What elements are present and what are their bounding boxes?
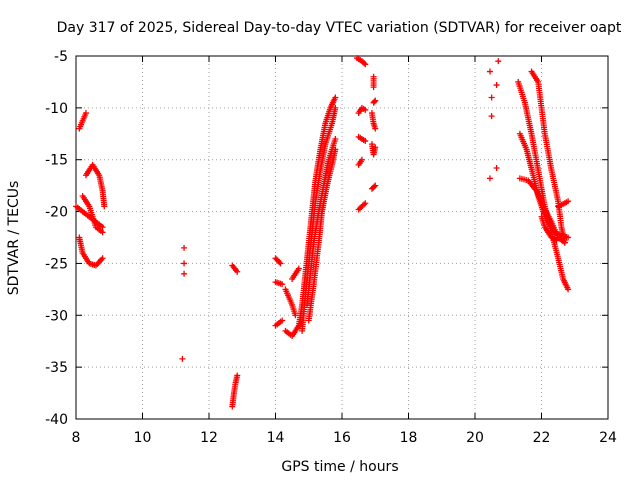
chart-title: Day 317 of 2025, Sidereal Day-to-day VTE… (57, 20, 622, 36)
x-tick-label: 16 (333, 430, 351, 446)
data-point-arc-14 (332, 104, 339, 111)
y-tick-label: -40 (45, 412, 68, 428)
y-tick-label: -20 (45, 205, 68, 221)
data-point-arc-16 (360, 201, 367, 208)
data-point-arc-16 (361, 60, 368, 67)
data-point-arc-21 (565, 198, 572, 205)
x-tick-label: 22 (533, 430, 551, 446)
data-point-arc-21 (565, 286, 572, 293)
data-point-arc-11 (179, 355, 186, 362)
x-tick-label: 8 (72, 430, 81, 446)
y-axis-label: SDTVAR / TECUs (6, 181, 22, 296)
x-tick-label: 20 (466, 430, 484, 446)
y-tick-label: -10 (45, 101, 68, 117)
data-point-arc-16 (362, 200, 369, 207)
data-point-arc-14 (332, 94, 339, 101)
y-tick-label: -25 (45, 256, 68, 272)
data-points (73, 55, 572, 410)
data-point-arc-20 (493, 165, 500, 172)
data-point-arc-16 (370, 84, 377, 91)
y-tick-label: -5 (54, 49, 68, 65)
data-point-arc-20 (486, 68, 493, 75)
x-tick-label: 14 (267, 430, 285, 446)
data-point-arc-16 (371, 98, 378, 105)
data-point-arc-20 (486, 175, 493, 182)
data-point-arc-20 (495, 58, 502, 65)
x-tick-labels: 8 10 12 14 16 18 20 22 24 (72, 430, 617, 446)
data-point-arc-21 (553, 237, 560, 244)
data-point-arc-12 (234, 372, 241, 379)
data-point-arc-16 (372, 125, 379, 132)
data-point-arc-16 (358, 156, 365, 163)
data-point-arc-14 (279, 317, 286, 324)
y-tick-label: -15 (45, 153, 68, 169)
x-tick-label: 10 (134, 430, 152, 446)
x-tick-label: 18 (400, 430, 418, 446)
data-point-arc-08b (99, 255, 106, 262)
plot-frame (75, 55, 609, 420)
data-point-arc-11 (181, 260, 188, 267)
data-point-arc-14 (279, 281, 286, 288)
data-point-arc-20 (488, 94, 495, 101)
data-point-arc-11 (181, 270, 188, 277)
y-tick-label: -35 (45, 360, 68, 376)
data-point-arc-12 (234, 268, 241, 275)
data-point-arc-16 (362, 106, 369, 113)
data-point-arc-20 (493, 82, 500, 89)
data-point-arc-08b (99, 224, 106, 231)
data-point-arc-16 (372, 97, 379, 104)
x-tick-label: 12 (200, 430, 218, 446)
data-point-arc-11 (181, 244, 188, 251)
x-tick-label: 24 (599, 430, 617, 446)
data-point-arc-14 (332, 135, 339, 142)
data-point-arc-16 (371, 183, 378, 190)
data-point-arc-08b (101, 203, 108, 210)
data-point-arc-14 (277, 260, 284, 267)
data-point-arc-08b (99, 229, 106, 236)
data-point-arc-16 (362, 61, 369, 68)
data-point-arc-08a (82, 110, 89, 117)
data-point-arc-20 (488, 113, 495, 120)
data-point-arc-14 (295, 265, 302, 272)
data-point-arc-16 (362, 138, 369, 145)
data-point-arc-16 (372, 182, 379, 189)
x-axis-label: GPS time / hours (281, 459, 398, 475)
data-point-arc-21 (565, 234, 572, 241)
y-tick-labels: -5 -10 -15 -20 -25 -30 -35 -40 (45, 49, 68, 428)
y-tick-label: -30 (45, 308, 68, 324)
data-point-arc-14 (276, 259, 283, 266)
data-point-arc-21 (561, 239, 568, 246)
data-point-arc-16 (372, 144, 379, 151)
data-point-arc-14 (332, 146, 339, 153)
